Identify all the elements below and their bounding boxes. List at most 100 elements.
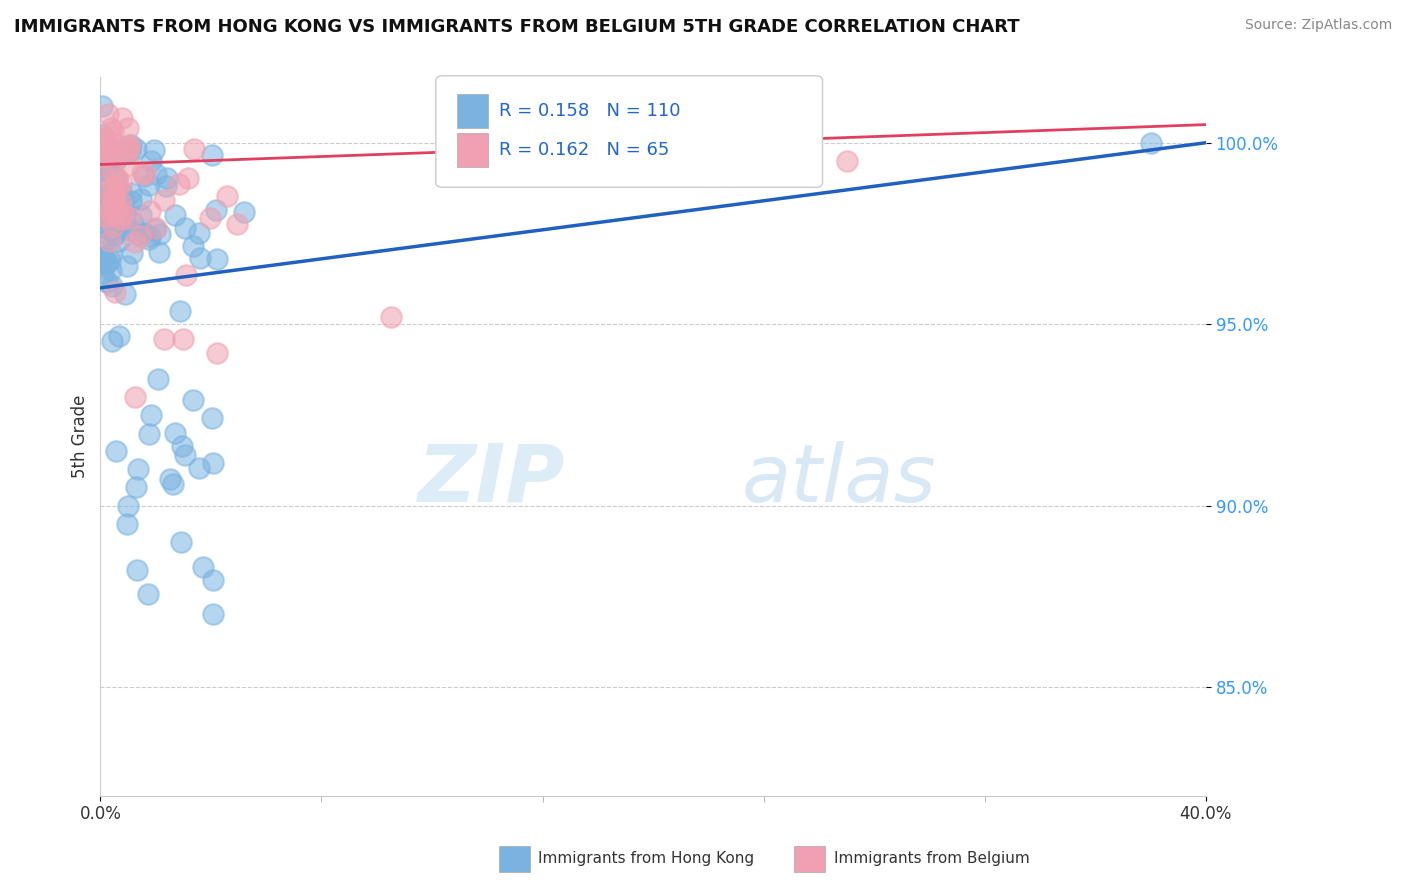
Text: Immigrants from Hong Kong: Immigrants from Hong Kong <box>538 852 755 866</box>
Point <box>103 227 125 241</box>
Point <box>100 278 122 293</box>
Point <box>141 153 163 168</box>
Point <box>143 222 166 236</box>
Point <box>167 177 190 191</box>
Point <box>104 183 127 197</box>
Point <box>138 178 160 192</box>
Point <box>101 136 124 150</box>
Point <box>153 194 176 208</box>
Point <box>94 210 117 224</box>
Point <box>136 587 159 601</box>
Point <box>124 235 146 249</box>
Text: atlas: atlas <box>741 441 936 518</box>
Text: R = 0.162   N = 65: R = 0.162 N = 65 <box>499 141 669 159</box>
Point <box>96 275 118 289</box>
Point <box>115 259 138 273</box>
Point <box>104 207 127 221</box>
Point <box>91 220 114 235</box>
Point <box>177 171 200 186</box>
Point <box>100 246 122 260</box>
Point <box>101 124 124 138</box>
Point <box>107 202 129 216</box>
Point <box>120 144 142 158</box>
Point <box>111 112 134 126</box>
Point <box>183 239 205 253</box>
Point <box>165 425 187 440</box>
Point <box>94 142 117 156</box>
Point <box>118 138 141 153</box>
Point <box>110 196 132 211</box>
Point <box>93 186 115 201</box>
Point <box>101 225 124 239</box>
Point <box>91 162 114 177</box>
Point <box>93 252 115 266</box>
Point <box>105 203 128 218</box>
Text: Source: ZipAtlas.com: Source: ZipAtlas.com <box>1244 18 1392 32</box>
Point <box>93 192 115 206</box>
Point <box>104 153 127 167</box>
Point <box>101 166 124 180</box>
Point <box>380 310 402 324</box>
Point <box>138 427 160 442</box>
Point <box>201 148 224 162</box>
Point <box>118 158 141 172</box>
Point <box>93 148 115 162</box>
Point <box>205 203 228 218</box>
Point <box>105 170 128 185</box>
Point <box>97 196 120 211</box>
Point <box>90 198 112 212</box>
Point <box>90 99 112 113</box>
Point <box>94 131 117 145</box>
Point <box>110 211 132 226</box>
Point <box>115 144 138 158</box>
Point <box>96 159 118 173</box>
Point <box>94 173 117 187</box>
Point <box>233 204 256 219</box>
Point <box>131 166 153 180</box>
Point <box>97 107 120 121</box>
Point <box>172 439 194 453</box>
Point <box>138 231 160 245</box>
Point <box>188 226 211 240</box>
Point <box>112 194 135 208</box>
Point <box>100 262 122 277</box>
Point <box>156 170 179 185</box>
Point <box>163 208 186 222</box>
Point <box>104 171 127 186</box>
Point <box>132 226 155 240</box>
Point <box>90 128 112 142</box>
Point <box>201 411 224 425</box>
Point <box>101 195 124 210</box>
Point <box>145 167 167 181</box>
Point <box>149 227 172 241</box>
Point <box>155 179 177 194</box>
Point <box>148 244 170 259</box>
Point <box>101 219 124 233</box>
Point <box>104 444 127 458</box>
Point <box>117 121 139 136</box>
Point <box>104 228 127 243</box>
Point <box>174 448 197 462</box>
Point <box>120 137 142 152</box>
Point <box>97 184 120 198</box>
Point <box>172 332 194 346</box>
Point <box>90 149 112 163</box>
Point <box>101 181 124 195</box>
Point <box>98 252 121 267</box>
Point <box>98 128 121 143</box>
Point <box>146 371 169 385</box>
Point <box>124 390 146 404</box>
Point <box>835 153 858 168</box>
Point <box>90 200 112 214</box>
Point <box>193 560 215 574</box>
Point <box>120 194 142 209</box>
Point <box>91 196 114 211</box>
Point <box>174 220 197 235</box>
Point <box>94 142 117 156</box>
Point <box>188 251 211 265</box>
Point <box>125 142 148 156</box>
Point <box>103 209 125 223</box>
Point <box>132 169 155 183</box>
Point <box>202 607 225 621</box>
Point <box>97 138 120 153</box>
